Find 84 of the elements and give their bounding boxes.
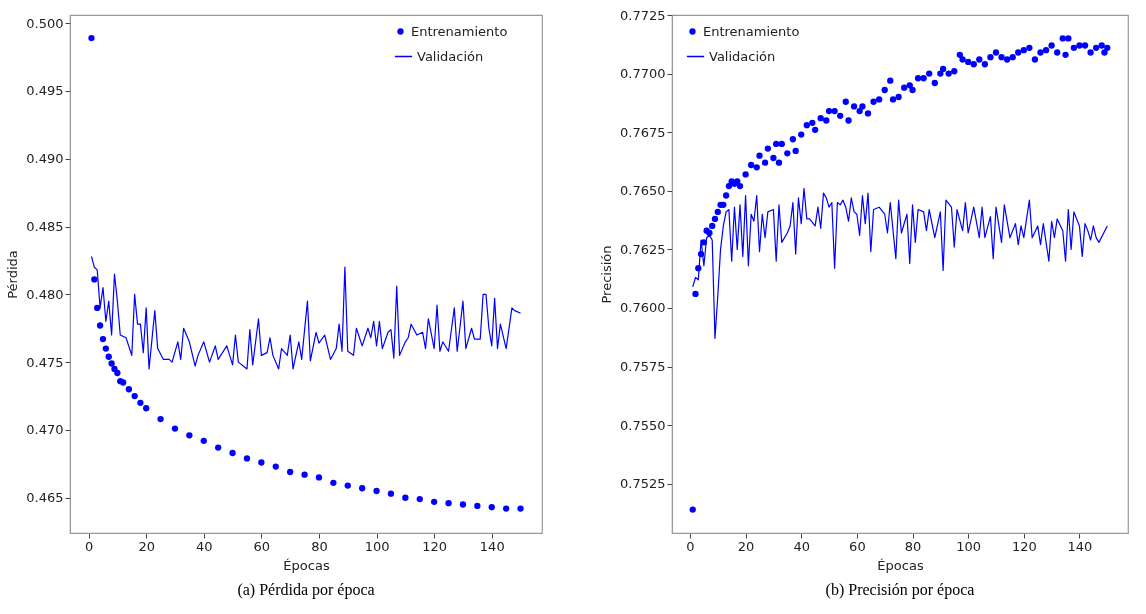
x-tick-label: 60 bbox=[253, 538, 271, 554]
line-series bbox=[692, 187, 1108, 340]
text: (a) Pérdida por época bbox=[237, 581, 375, 599]
y-tick-label: 0.7675 bbox=[620, 124, 666, 140]
point bbox=[387, 490, 395, 497]
y-tick-label: 0.7625 bbox=[620, 241, 666, 257]
point bbox=[96, 322, 104, 329]
point bbox=[474, 502, 481, 510]
point bbox=[402, 494, 409, 501]
point bbox=[157, 415, 164, 423]
point bbox=[186, 432, 193, 439]
y-tick-label: 0.465 bbox=[26, 490, 64, 506]
x-tick-label: 100 bbox=[364, 538, 390, 554]
point bbox=[330, 479, 337, 486]
y-tick-label: 0.500 bbox=[26, 15, 64, 31]
x-tick-label: 80 bbox=[311, 538, 328, 554]
y-tick-label: 0.7650 bbox=[620, 183, 666, 199]
point bbox=[114, 369, 121, 377]
point bbox=[287, 468, 294, 476]
x-tick-label: 40 bbox=[793, 538, 811, 554]
point bbox=[200, 437, 207, 444]
y-tick-label: 0.7600 bbox=[620, 300, 666, 316]
point bbox=[215, 444, 222, 451]
x-axis-title: Épocas bbox=[283, 557, 330, 573]
point bbox=[272, 463, 279, 470]
point bbox=[88, 34, 95, 42]
point bbox=[301, 471, 308, 478]
point bbox=[102, 345, 110, 352]
point bbox=[416, 495, 423, 503]
y-tick-label: 0.7525 bbox=[620, 476, 666, 492]
legend-label: Validación bbox=[417, 48, 484, 64]
point bbox=[358, 485, 366, 492]
point bbox=[445, 500, 452, 507]
x-tick-label: 20 bbox=[138, 538, 155, 554]
x-tick-label: 120 bbox=[1011, 538, 1037, 554]
legend-label: Entrenamiento bbox=[703, 23, 800, 39]
x-tick-label: 80 bbox=[904, 538, 922, 554]
point bbox=[315, 474, 323, 481]
y-tick-label: 0.495 bbox=[26, 83, 64, 99]
y-axis-title: Pérdida bbox=[5, 250, 21, 299]
y-tick-label: 0.470 bbox=[26, 422, 64, 438]
point bbox=[108, 360, 115, 367]
point bbox=[430, 498, 438, 505]
y-tick-label: 0.7725 bbox=[620, 7, 666, 23]
y-tick-label: 0.7700 bbox=[620, 66, 666, 82]
x-tick-label: 100 bbox=[956, 538, 982, 554]
point bbox=[344, 482, 351, 489]
point bbox=[229, 449, 236, 457]
point bbox=[243, 455, 251, 462]
point bbox=[131, 392, 138, 400]
point bbox=[459, 501, 467, 508]
point bbox=[137, 399, 144, 406]
point bbox=[258, 459, 265, 466]
y-axis-title: Precisión bbox=[599, 245, 615, 304]
point bbox=[517, 505, 524, 512]
y-tick-label: 0.490 bbox=[26, 151, 64, 167]
x-tick-label: 140 bbox=[1067, 538, 1093, 554]
line-series bbox=[90, 255, 522, 370]
x-axis-title: Épocas bbox=[877, 557, 924, 573]
legend-label: Validación bbox=[709, 48, 776, 64]
y-tick-label: 0.480 bbox=[26, 286, 64, 302]
point bbox=[125, 386, 133, 393]
x-tick-label: 0 bbox=[84, 538, 94, 554]
x-tick-label: 60 bbox=[849, 538, 866, 554]
x-tick-label: 40 bbox=[195, 538, 213, 554]
text: (b) Precisión por época bbox=[825, 581, 975, 599]
point bbox=[171, 425, 179, 432]
x-tick-label: 0 bbox=[686, 538, 695, 554]
point bbox=[143, 405, 150, 412]
point bbox=[99, 335, 107, 343]
x-tick-label: 20 bbox=[737, 538, 755, 554]
point bbox=[488, 504, 495, 511]
point bbox=[105, 353, 112, 360]
y-tick-label: 0.485 bbox=[26, 219, 64, 235]
x-tick-label: 120 bbox=[422, 538, 448, 554]
y-tick-label: 0.7550 bbox=[620, 417, 666, 433]
point bbox=[91, 276, 98, 283]
y-tick-label: 0.7575 bbox=[620, 359, 666, 375]
point bbox=[373, 487, 380, 495]
point bbox=[502, 505, 510, 512]
y-tick-label: 0.475 bbox=[26, 354, 64, 370]
x-tick-label: 140 bbox=[479, 538, 505, 554]
legend-label: Entrenamiento bbox=[411, 23, 508, 39]
point bbox=[94, 304, 101, 312]
